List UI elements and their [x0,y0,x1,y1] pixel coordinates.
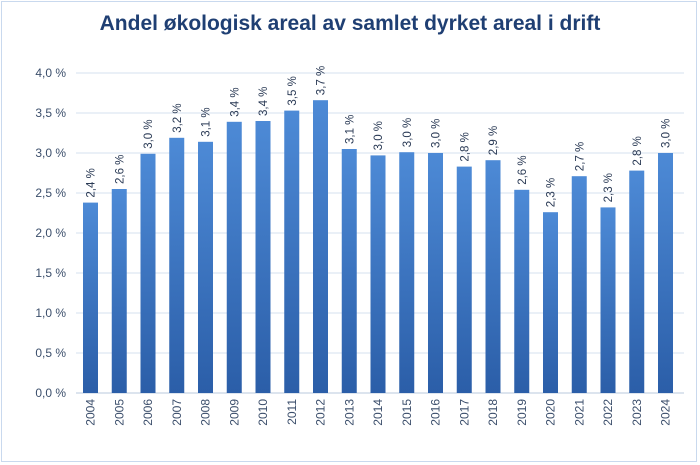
data-label: 3,1 % [344,115,356,144]
bar [571,176,587,393]
bar [313,100,328,393]
data-label: 3,0 % [373,121,385,150]
data-label: 2,3 % [603,173,615,202]
bar [140,153,156,393]
x-tick-label: 2005 [112,399,126,426]
x-tick-label: 2018 [486,399,500,426]
bar [169,137,185,393]
x-tick-label: 2017 [457,399,471,426]
bar [658,153,673,393]
bar [83,202,98,393]
x-tick-label: 2010 [256,399,270,426]
chart-title: Andel økologisk areal av samlet dyrket a… [99,12,601,35]
data-label: 3,1 % [201,107,213,136]
bar [341,149,357,393]
x-tick-label: 2019 [515,399,529,426]
data-label: 2,6 % [114,155,126,184]
x-tick-label: 2012 [314,399,328,426]
x-tick-label: 2014 [371,399,385,426]
x-tick-label: 2020 [544,399,558,426]
x-tick-label: 2016 [429,399,443,426]
data-label: 2,8 % [632,136,644,165]
bar [600,207,616,393]
data-label: 2,3 % [546,178,558,207]
data-label: 2,4 % [86,168,98,197]
data-label: 2,9 % [488,126,500,155]
data-label: 2,6 % [517,155,529,184]
bar [370,155,386,393]
y-tick-label: 1,0 % [35,306,66,320]
x-tick-label: 2006 [141,399,155,426]
bar [543,212,558,393]
data-label: 3,4 % [258,87,270,116]
data-label: 2,7 % [574,142,586,171]
x-tick-label: 2021 [572,399,586,426]
data-label: 3,0 % [143,119,155,148]
x-tick-label: 2022 [601,399,615,426]
y-tick-label: 0,5 % [35,346,66,360]
y-tick-label: 2,0 % [35,226,66,240]
data-label: 3,0 % [661,119,673,148]
bar [485,160,501,393]
bar [284,110,300,393]
bar [629,170,645,393]
x-tick-label: 2008 [199,399,213,426]
bar [456,166,472,393]
bar [399,152,415,393]
x-tick-label: 2015 [400,399,414,426]
bar [514,189,530,393]
y-tick-label: 0,0 % [35,386,66,400]
data-label: 3,7 % [316,66,328,95]
x-tick-label: 2013 [342,399,356,426]
data-label: 3,0 % [402,118,414,147]
y-tick-label: 1,5 % [35,266,66,280]
y-tick-label: 3,0 % [35,146,66,160]
x-tick-label: 2011 [285,399,299,425]
y-tick-label: 4,0 % [35,66,66,80]
bar [111,189,127,393]
data-label: 2,8 % [459,132,471,161]
bar [226,121,242,394]
bar [428,153,443,393]
x-tick-label: 2023 [630,399,644,426]
x-tick-label: 2024 [659,399,673,426]
y-tick-label: 3,5 % [35,106,66,120]
data-label: 3,0 % [431,119,443,148]
x-tick-label: 2007 [170,399,184,426]
data-label: 3,5 % [287,76,299,105]
x-tick-label: 2009 [227,399,241,426]
bar [255,121,271,393]
y-tick-label: 2,5 % [35,186,66,200]
x-tick-label: 2004 [84,399,98,426]
bar [198,141,213,393]
data-label: 3,2 % [172,103,184,132]
data-label: 3,4 % [229,87,241,116]
